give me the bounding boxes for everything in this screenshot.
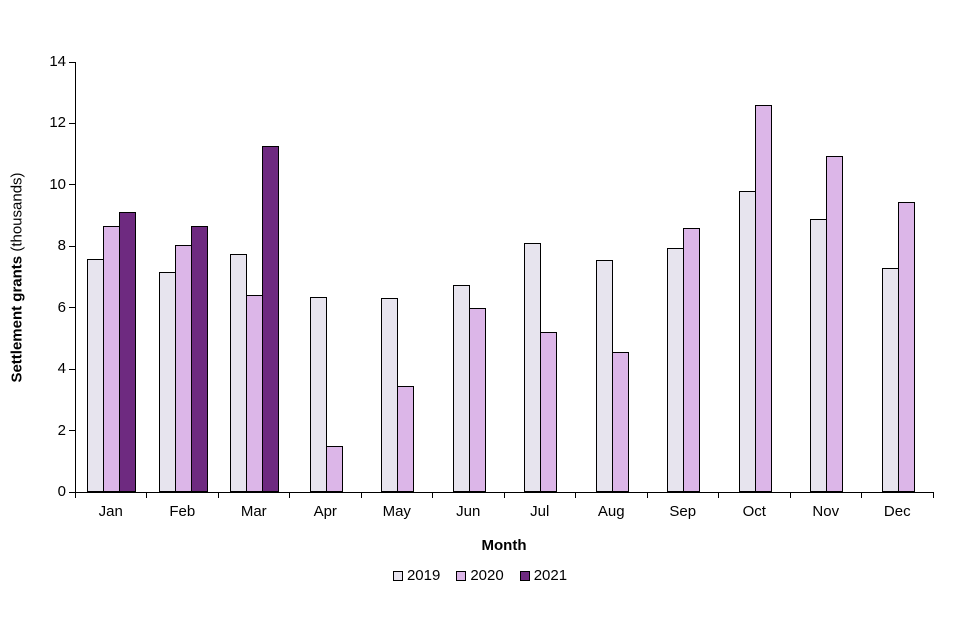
legend-item-2021: 2021 xyxy=(519,567,568,584)
bar-2020-nov xyxy=(826,156,844,492)
bar-group-oct xyxy=(720,62,792,492)
y-tick-label: 4 xyxy=(57,360,66,378)
legend-label-2020: 2020 xyxy=(470,567,504,584)
x-tick-label-may: May xyxy=(382,503,411,520)
y-tick xyxy=(69,61,76,63)
x-axis-title: Month xyxy=(481,537,527,554)
bar-2019-may xyxy=(381,298,399,492)
x-tick-label-aug: Aug xyxy=(597,503,625,520)
bar-2021-mar xyxy=(262,146,280,492)
bar-group-jun xyxy=(434,62,506,492)
y-tick xyxy=(69,122,76,124)
bar-2020-may xyxy=(397,386,415,492)
x-tick-label-jul: Jul xyxy=(530,503,550,520)
bar-2020-jul xyxy=(540,332,558,492)
bar-group-aug xyxy=(577,62,649,492)
x-tick-label-nov: Nov xyxy=(812,503,840,520)
x-tick-label-feb: Feb xyxy=(169,503,196,520)
x-tick xyxy=(360,493,362,498)
x-tick xyxy=(503,493,505,498)
x-tick xyxy=(289,493,290,498)
y-tick xyxy=(69,368,76,370)
bar-2019-jan xyxy=(87,259,105,492)
bar-2019-dec xyxy=(881,268,899,492)
x-tick xyxy=(217,493,219,498)
bar-group-apr xyxy=(291,62,363,492)
bar-group-nov xyxy=(791,62,863,492)
bar-2020-dec xyxy=(897,202,915,492)
bar-2019-aug xyxy=(595,260,613,492)
x-tick xyxy=(74,493,76,498)
bar-group-feb xyxy=(148,62,220,492)
y-tick xyxy=(69,430,76,432)
bar-2019-mar xyxy=(230,254,248,492)
legend-item-2020: 2020 xyxy=(456,567,504,584)
y-tick xyxy=(69,307,76,309)
x-tick-label-mar: Mar xyxy=(240,503,267,520)
x-tick xyxy=(861,493,862,498)
legend-marker-2019 xyxy=(392,570,403,581)
y-tick xyxy=(69,184,76,186)
x-tick-label-oct: Oct xyxy=(742,503,766,520)
y-axis-title-main: Settlement grants xyxy=(8,255,26,383)
bar-2020-apr xyxy=(325,446,343,492)
x-tick-label-sep: Sep xyxy=(669,503,697,520)
legend-item-2019: 2019 xyxy=(392,567,441,584)
bar-2020-jan xyxy=(103,226,121,492)
y-tick-label: 12 xyxy=(49,114,66,132)
bar-group-jul xyxy=(505,62,577,492)
x-tick-label-jan: Jan xyxy=(98,503,123,520)
bar-group-mar xyxy=(219,62,291,492)
x-tick xyxy=(432,493,433,498)
bar-group-dec xyxy=(863,62,935,492)
y-axis-title-unit: (thousands) xyxy=(8,171,26,256)
bar-2019-sep xyxy=(667,248,685,492)
y-tick-label: 0 xyxy=(57,483,66,500)
bar-group-jan xyxy=(76,62,148,492)
y-tick-label: 10 xyxy=(49,175,66,193)
x-tick xyxy=(575,493,576,498)
y-tick-label: 6 xyxy=(57,298,66,316)
x-tick xyxy=(932,493,934,498)
bar-2019-nov xyxy=(810,219,828,492)
bar-2019-feb xyxy=(158,272,176,492)
bar-group-sep xyxy=(648,62,720,492)
x-tick-label-jun: Jun xyxy=(456,503,481,520)
legend: 2019 2020 2021 xyxy=(0,567,960,584)
x-tick xyxy=(718,493,719,498)
bar-2019-jul xyxy=(524,243,542,492)
bar-2020-sep xyxy=(683,228,701,492)
x-tick-label-apr: Apr xyxy=(313,503,337,520)
bar-2021-feb xyxy=(190,226,208,492)
bar-2019-jun xyxy=(452,285,470,492)
bar-group-may xyxy=(362,62,434,492)
legend-marker-2020 xyxy=(456,570,467,581)
bar-2020-aug xyxy=(611,352,629,492)
plot-area xyxy=(75,62,934,493)
legend-marker-2021 xyxy=(519,570,530,581)
x-tick-label-dec: Dec xyxy=(883,503,911,520)
bar-2020-mar xyxy=(246,295,264,492)
legend-label-2021: 2021 xyxy=(533,567,568,584)
y-tick-label: 2 xyxy=(57,421,66,439)
y-tick-label: 8 xyxy=(57,237,66,255)
x-tick xyxy=(789,493,791,498)
bar-2020-oct xyxy=(754,105,772,492)
x-tick xyxy=(146,493,147,498)
y-tick xyxy=(69,245,76,247)
bar-2020-jun xyxy=(468,308,486,492)
bar-2020-feb xyxy=(174,245,192,492)
bar-2021-jan xyxy=(119,212,137,492)
bar-2019-oct xyxy=(738,191,756,492)
y-tick xyxy=(69,491,76,493)
y-tick-label: 14 xyxy=(49,53,66,70)
x-tick xyxy=(646,493,648,498)
bar-2019-apr xyxy=(309,297,327,492)
legend-label-2019: 2019 xyxy=(406,567,441,584)
